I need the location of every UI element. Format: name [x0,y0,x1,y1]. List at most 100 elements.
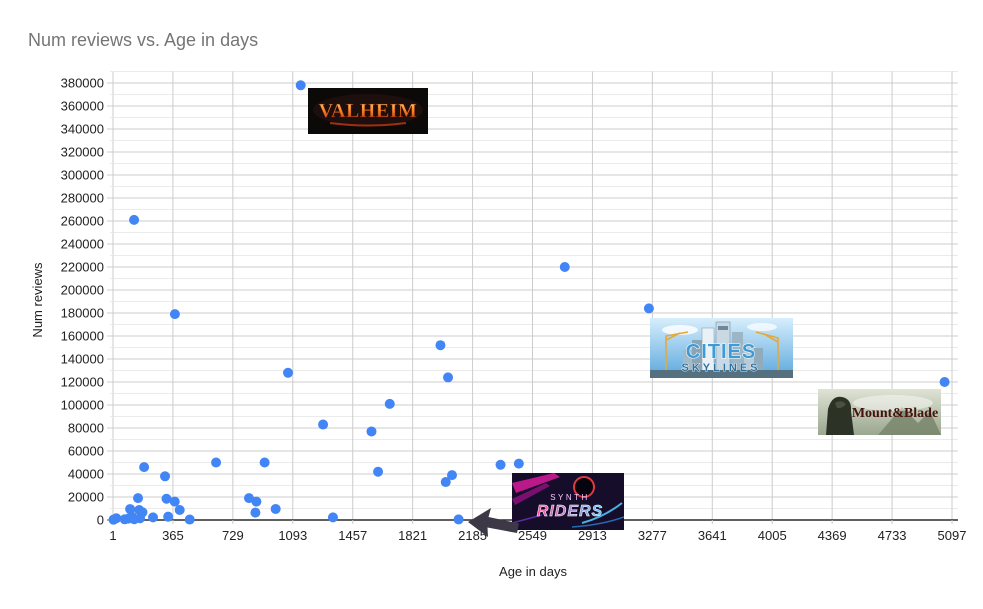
data-point[interactable] [148,512,159,523]
data-point[interactable] [318,419,329,430]
data-point[interactable] [160,471,171,482]
y-tick-label: 200000 [61,283,104,298]
data-point[interactable] [250,507,261,518]
data-point[interactable] [440,477,451,488]
data-point[interactable] [384,398,395,409]
cities-cranes [665,331,779,372]
data-point[interactable] [939,377,950,387]
data-point[interactable] [443,372,454,383]
y-tick-label: 240000 [61,237,104,252]
y-tick-label: 120000 [61,375,104,390]
y-tick-label: 320000 [61,145,104,160]
synth-logo-text-line1: SYNTH [550,493,590,502]
synth-riders-logo[interactable]: SYNTH RIDERS [512,473,624,530]
y-tick-label: 20000 [68,490,104,505]
cities-skylines-logo[interactable]: CITIES SKYLINES [650,318,793,378]
data-point[interactable] [133,493,144,504]
data-point[interactable] [643,303,654,314]
left-arrow-annotation[interactable] [460,500,525,542]
x-tick-label: 1093 [278,528,307,543]
y-tick-label: 100000 [61,398,104,413]
y-tick-label: 280000 [61,191,104,206]
data-point[interactable] [169,309,180,320]
data-point[interactable] [251,496,262,507]
mount-mountains [878,407,941,435]
data-point[interactable] [559,262,570,272]
x-tick-label: 2549 [518,528,547,543]
valheim-logo[interactable]: VALHEIM [308,88,428,134]
data-point[interactable] [373,466,384,477]
valheim-underline [329,122,407,127]
data-point[interactable] [139,462,150,473]
cities-logo-text-line1: CITIES [686,341,756,363]
mount-mist [853,395,933,411]
cloud [662,325,698,335]
left-arrow-shape [468,508,519,537]
data-point[interactable] [169,496,180,507]
synth-logo-text-line2: RIDERS [537,503,603,520]
x-tick-label: 1821 [398,528,427,543]
data-point[interactable] [211,457,222,468]
x-tick-label: 3641 [698,528,727,543]
data-point[interactable] [327,512,338,523]
chart-title: Num reviews vs. Age in days [28,30,259,50]
x-tick-label: 2913 [578,528,607,543]
y-tick-label: 80000 [68,421,104,436]
cloud [747,323,777,331]
valheim-logo-text: VALHEIM [319,100,418,122]
x-tick-label: 1 [109,528,116,543]
y-tick-label: 220000 [61,260,104,275]
data-point[interactable] [111,513,122,524]
y-tick-label: 360000 [61,99,104,114]
data-point[interactable] [259,457,270,468]
synth-neon-beams [512,473,624,528]
x-tick-label: 4733 [878,528,907,543]
data-point[interactable] [453,514,464,525]
x-tick-label: 729 [222,528,244,543]
y-tick-label: 180000 [61,306,104,321]
mount-hooded-figure [826,396,854,435]
y-tick-label: 340000 [61,122,104,137]
data-point[interactable] [129,214,140,225]
mount-logo-text: Mount&Blade [852,406,938,421]
data-points [108,80,950,525]
data-point[interactable] [366,426,377,437]
x-tick-label: 5097 [938,528,967,543]
data-point[interactable] [513,458,524,469]
synth-eclipse [573,476,595,498]
x-axis-title: Age in days [499,564,567,579]
x-tick-label: 2185 [458,528,487,543]
data-point[interactable] [446,470,457,481]
gridlines [107,71,958,521]
y-tick-label: 0 [97,513,104,528]
data-point[interactable] [295,80,306,91]
data-point[interactable] [125,504,136,515]
data-point[interactable] [161,493,172,504]
y-tick-label: 260000 [61,214,104,229]
axis-ticks: 0 20000 40000 60000 80000 100000 120000 140000 1… [61,71,967,543]
x-tick-label: 4005 [758,528,787,543]
x-tick-label: 3277 [638,528,667,543]
y-axis-title: Num reviews [30,262,45,338]
data-point[interactable] [174,504,185,515]
mount-and-blade-logo[interactable]: Mount&Blade [818,389,941,435]
valheim-smoke [313,94,423,126]
y-tick-label: 40000 [68,467,104,482]
data-point[interactable] [184,514,195,525]
x-tick-label: 1457 [338,528,367,543]
cities-logo-text-line2: SKYLINES [681,362,760,374]
y-tick-label: 160000 [61,329,104,344]
mount-figure-face [835,401,846,409]
data-point[interactable] [495,459,506,470]
data-point[interactable] [137,507,148,518]
data-point[interactable] [163,511,174,522]
data-point[interactable] [283,367,294,378]
x-tick-label: 365 [162,528,184,543]
y-tick-label: 60000 [68,444,104,459]
data-point[interactable] [270,503,281,514]
y-tick-label: 380000 [61,76,104,91]
cities-street [650,370,793,378]
data-point[interactable] [435,340,446,351]
